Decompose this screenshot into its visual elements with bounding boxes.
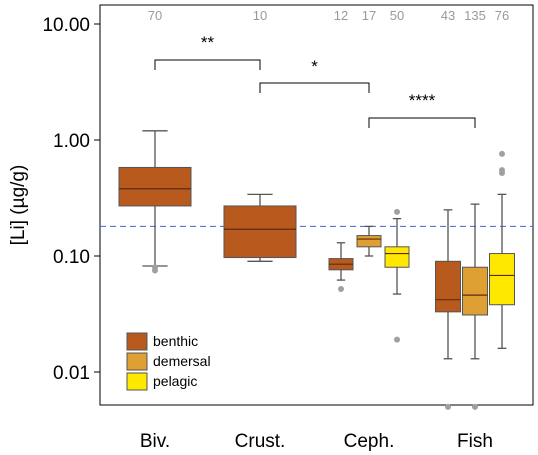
y-tick-label: 1.00 <box>53 131 90 152</box>
box-outlier-point <box>394 208 400 215</box>
significance-label: * <box>311 57 318 76</box>
sample-size-label: 135 <box>464 8 486 23</box>
significance-bracket <box>154 59 261 70</box>
sample-size-label: 50 <box>390 8 404 23</box>
plot-frame <box>99 4 534 406</box>
sample-size-label: 76 <box>495 8 509 23</box>
box-outlier-point <box>499 167 505 174</box>
sample-size-label: 12 <box>334 8 348 23</box>
box-pelagic <box>384 246 410 268</box>
significance-bracket <box>259 82 370 93</box>
y-tick-label: 0.01 <box>53 363 90 384</box>
y-axis-label: [Li] (µg/g) <box>8 165 29 246</box>
y-tick-label: 10.00 <box>42 15 90 36</box>
significance-label: ** <box>201 33 215 52</box>
sample-size-label: 70 <box>148 8 162 23</box>
legend-swatch-pelagic <box>126 372 148 391</box>
legend-label: pelagic <box>153 373 197 389</box>
x-category-label: Biv. <box>140 431 170 452</box>
sample-size-label: 10 <box>253 8 267 23</box>
x-category-label: Fish <box>457 431 493 452</box>
legend-label: demersal <box>153 353 211 369</box>
box-benthic <box>118 166 192 207</box>
box-outlier-point <box>499 150 505 157</box>
box-outlier-point <box>445 403 451 410</box>
box-demersal <box>356 235 382 248</box>
box-benthic <box>223 205 297 259</box>
box-outlier-point <box>338 285 344 292</box>
y-tick-label: 0.10 <box>53 247 90 268</box>
significance-label: **** <box>409 91 436 110</box>
legend-swatch-demersal <box>126 352 148 371</box>
box-demersal <box>462 266 488 316</box>
box-outlier-point <box>394 336 400 343</box>
sample-size-label: 17 <box>362 8 376 23</box>
legend-label: benthic <box>153 333 198 349</box>
box-outlier-point <box>472 403 478 410</box>
x-category-label: Ceph. <box>344 431 395 452</box>
x-category-label: Crust. <box>235 431 286 452</box>
box-pelagic <box>489 253 515 306</box>
box-outlier-point <box>152 264 158 271</box>
sample-size-label: 43 <box>441 8 455 23</box>
legend-swatch-benthic <box>126 332 148 351</box>
box-benthic <box>435 260 461 313</box>
significance-bracket <box>368 117 476 128</box>
